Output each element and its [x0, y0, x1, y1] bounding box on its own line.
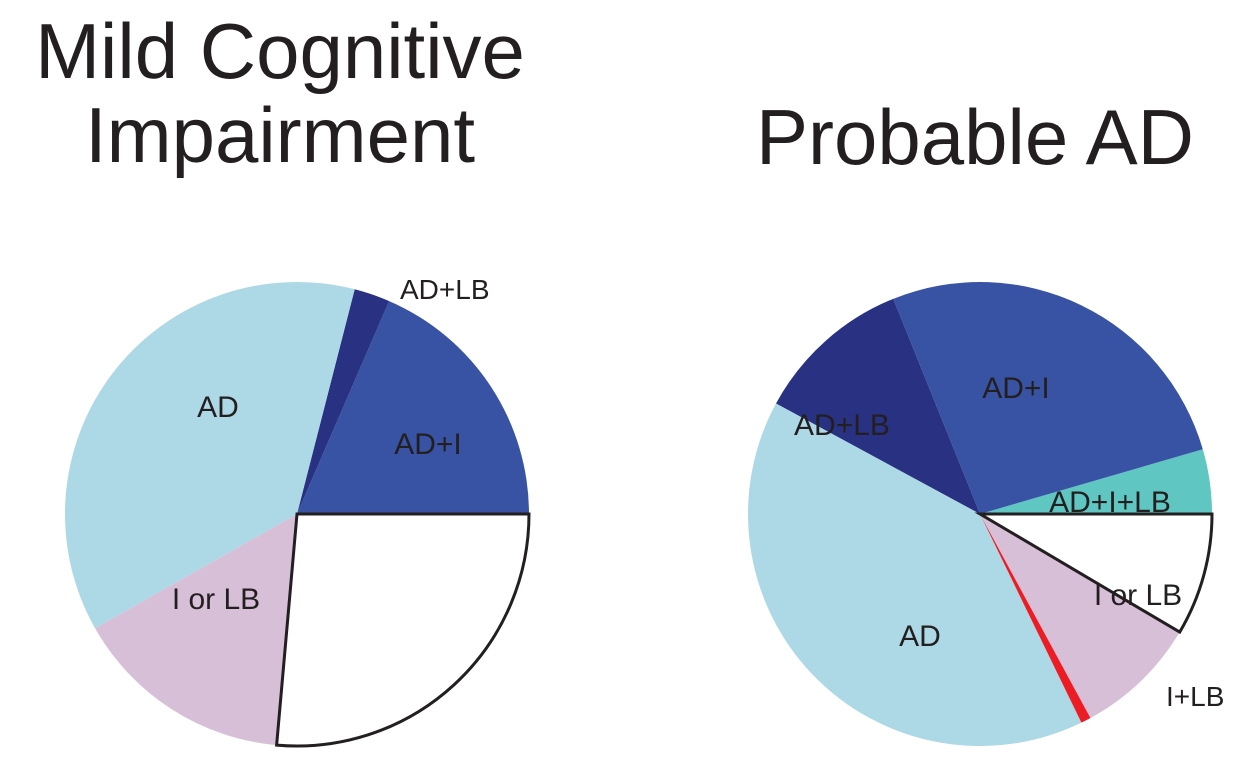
slice-label: I or LB [172, 583, 260, 616]
slice-label: AD+I+LB [1049, 486, 1171, 519]
slice-label: AD+I [982, 372, 1050, 405]
pie-slice-unlabeled [974, 512, 1214, 635]
title-line: Mild Cognitive [35, 7, 525, 95]
slice-label: AD+I [394, 428, 462, 461]
pie-slice-ad-i [893, 282, 1203, 514]
chart-title-mild-cognitive-impairment: Mild Cognitive Impairment [0, 12, 560, 180]
pie-slice-i-or-lb [95, 514, 297, 746]
slice-label: I or LB [1094, 579, 1182, 612]
pie-slice-ad-lb [297, 289, 390, 514]
pie-slice-ad-lb [775, 298, 980, 514]
title-line: Impairment [84, 91, 476, 179]
slice-label: AD [197, 391, 239, 424]
slice-label: I+LB [1166, 681, 1224, 712]
pie-slice-unlabeled [274, 512, 531, 748]
pie-slice-ad-i [297, 301, 529, 514]
pie-slice-ad [64, 282, 355, 629]
title-line: Probable AD [756, 93, 1194, 181]
pie-slice-ad [747, 403, 1082, 747]
slice-label: AD+LB [794, 409, 890, 442]
chart-title-probable-ad: Probable AD [720, 98, 1230, 176]
slice-label: AD+LB [400, 274, 490, 305]
slice-label: AD [899, 620, 941, 653]
pie-slice-i-or-lb [980, 514, 1180, 719]
pie-slice-i-lb [980, 514, 1091, 723]
pie-slice-ad-i-lb [980, 449, 1212, 514]
